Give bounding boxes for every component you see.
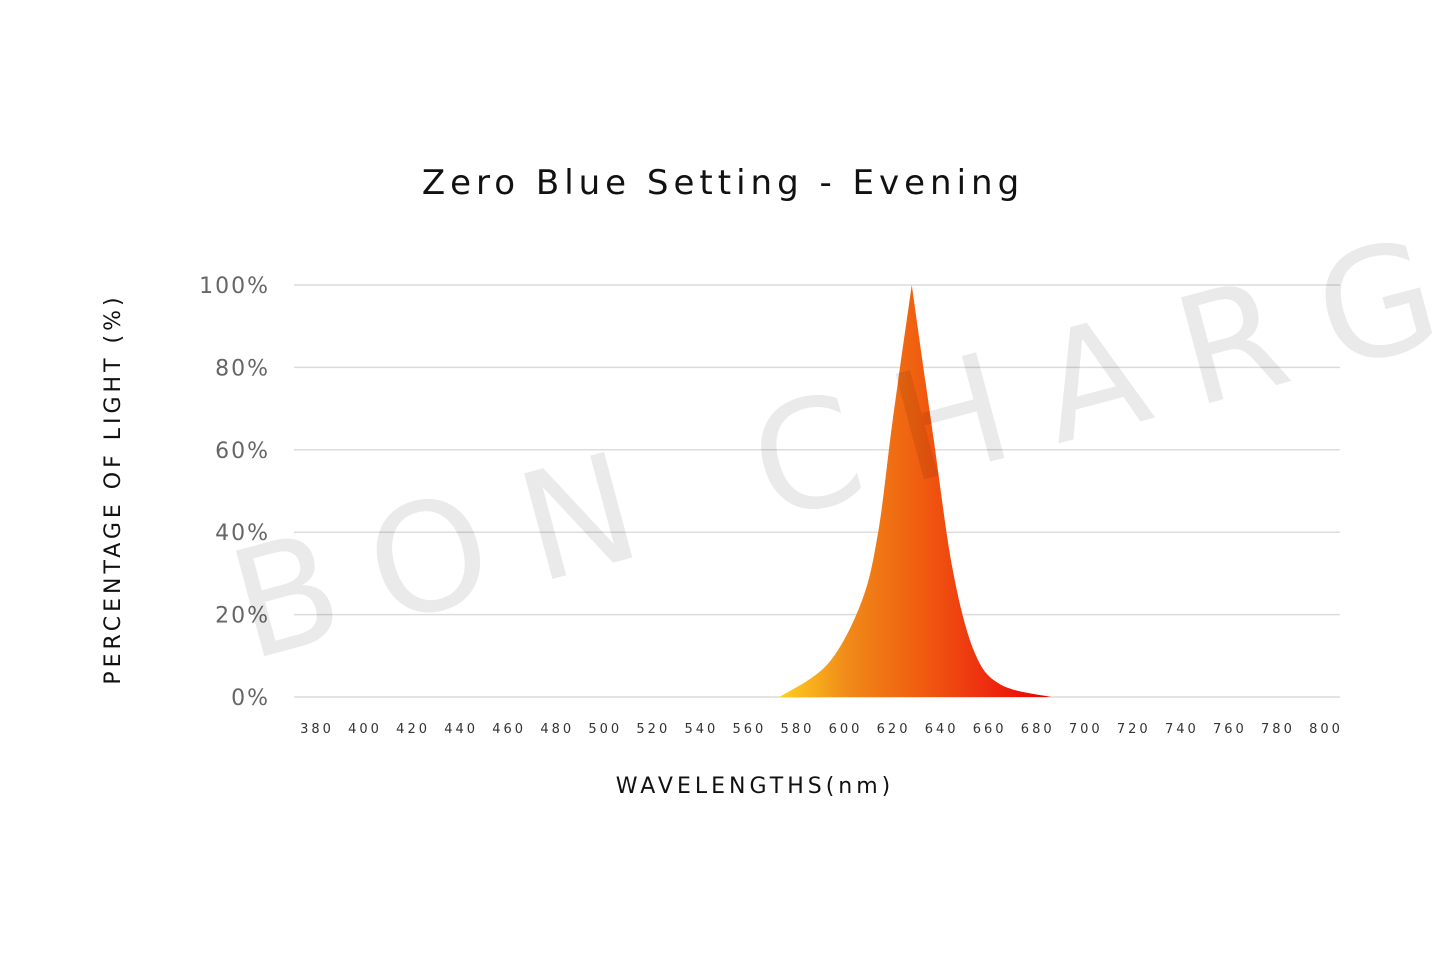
x-tick-label: 600 [829,722,863,737]
spectrum-area [779,285,1052,697]
x-tick-label: 620 [877,722,911,737]
x-tick-label: 680 [1021,722,1055,737]
x-tick-label: 460 [492,722,526,737]
x-axis-label: WAVELENGTHS(nm) [616,774,895,799]
x-tick-label: 580 [781,722,815,737]
y-tick-label: 20% [215,604,270,629]
x-tick-label: 400 [348,722,382,737]
y-axis-label: PERCENTAGE OF LIGHT (%) [101,293,126,684]
gridlines [294,284,1340,698]
x-tick-labels: 380 400 420 440 460 480 500 520 540 560 580 600 620 6… [300,722,1343,737]
y-tick-label: 100% [199,274,270,299]
x-tick-label: 420 [396,722,430,737]
x-tick-label: 380 [300,722,334,737]
y-tick-label: 0% [231,686,270,711]
x-tick-label: 520 [636,722,670,737]
x-tick-label: 700 [1069,722,1103,737]
x-tick-label: 440 [444,722,478,737]
x-tick-label: 540 [684,722,718,737]
y-tick-labels: 0% 20% 40% 60% 80% 100% [199,274,270,711]
x-tick-label: 480 [540,722,574,737]
y-tick-label: 80% [215,356,270,381]
x-tick-label: 720 [1117,722,1151,737]
x-tick-label: 660 [973,722,1007,737]
x-tick-label: 760 [1213,722,1247,737]
x-tick-label: 500 [588,722,622,737]
x-tick-label: 740 [1165,722,1199,737]
x-tick-label: 560 [733,722,767,737]
x-tick-label: 780 [1261,722,1295,737]
y-tick-label: 60% [215,439,270,464]
x-tick-label: 800 [1309,722,1343,737]
y-tick-label: 40% [215,521,270,546]
x-tick-label: 640 [925,722,959,737]
chart-title: Zero Blue Setting - Evening [422,163,1024,203]
